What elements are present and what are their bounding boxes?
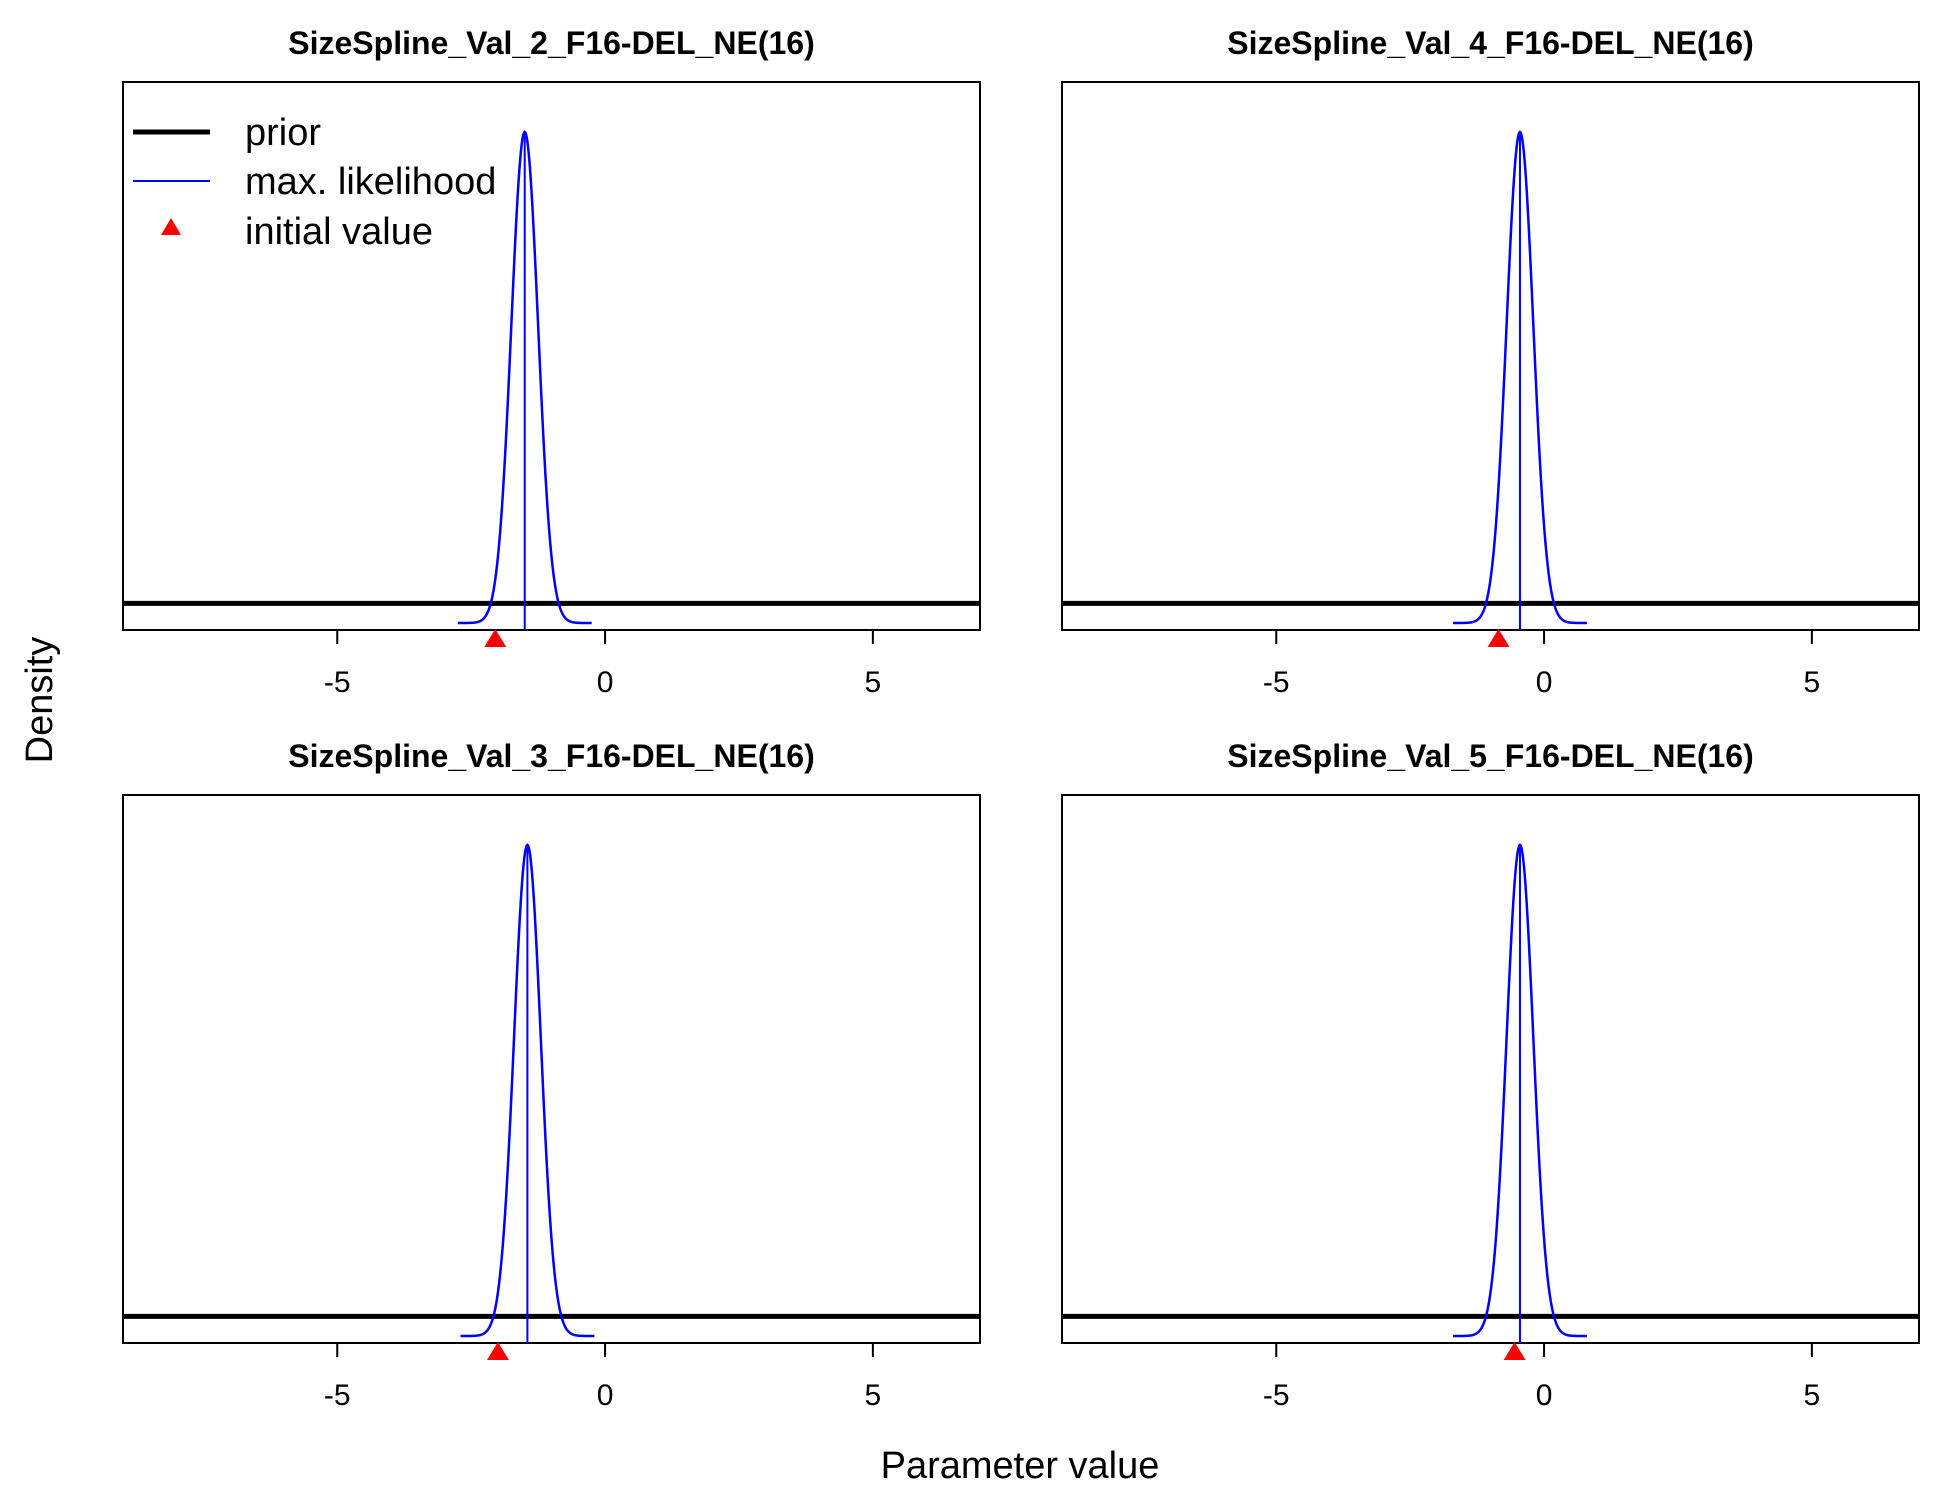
plot-frame: [1061, 81, 1920, 631]
legend: prior max. likelihood initial value: [133, 112, 496, 253]
x-tick-label: 0: [1536, 666, 1553, 699]
x-tick-label: 0: [597, 666, 614, 699]
initial-value-marker: [1503, 1342, 1526, 1360]
y-axis-label: Density: [19, 637, 61, 764]
legend-prior-label: prior: [245, 112, 321, 154]
x-tick-label: -5: [1263, 666, 1290, 699]
x-tick-label: 5: [865, 1379, 882, 1412]
x-tick-label: -5: [324, 666, 351, 699]
x-tick-label: 5: [1804, 666, 1821, 699]
legend-initial-triangle: [161, 218, 181, 235]
panel-1: SizeSpline_Val_2_F16-DEL_NE(16) -5 0 5: [122, 25, 981, 699]
panel-3: SizeSpline_Val_3_F16-DEL_NE(16) -5 0 5: [122, 738, 981, 1412]
plot-frame: [122, 81, 981, 631]
plot-frame: [1061, 794, 1920, 1344]
x-tick-label: 0: [597, 1379, 614, 1412]
panel-4: SizeSpline_Val_5_F16-DEL_NE(16) -5 0 5: [1061, 738, 1920, 1412]
x-tick-label: -5: [1263, 1379, 1290, 1412]
plot-frame: [122, 794, 981, 1344]
panel-title: SizeSpline_Val_4_F16-DEL_NE(16): [1227, 25, 1753, 61]
panels-group: SizeSpline_Val_2_F16-DEL_NE(16)-5 0 5SizeS…: [122, 25, 1920, 1412]
panel-title: SizeSpline_Val_2_F16-DEL_NE(16): [288, 25, 814, 61]
initial-value-marker: [1487, 629, 1510, 647]
x-tick-label: 0: [1536, 1379, 1553, 1412]
x-axis-label: Parameter value: [881, 1445, 1160, 1487]
x-tick-label: 5: [865, 666, 882, 699]
initial-value-marker: [486, 1342, 509, 1360]
x-tick-label: 5: [1804, 1379, 1821, 1412]
legend-mle-label: max. likelihood: [245, 161, 496, 203]
panel-2: SizeSpline_Val_4_F16-DEL_NE(16) -5 0 5: [1061, 25, 1920, 699]
x-tick-label: -5: [324, 1379, 351, 1412]
panel-title: SizeSpline_Val_3_F16-DEL_NE(16): [288, 738, 814, 774]
initial-value-marker: [484, 629, 507, 647]
legend-initial-label: initial value: [245, 211, 433, 253]
panel-title: SizeSpline_Val_5_F16-DEL_NE(16): [1227, 738, 1753, 774]
